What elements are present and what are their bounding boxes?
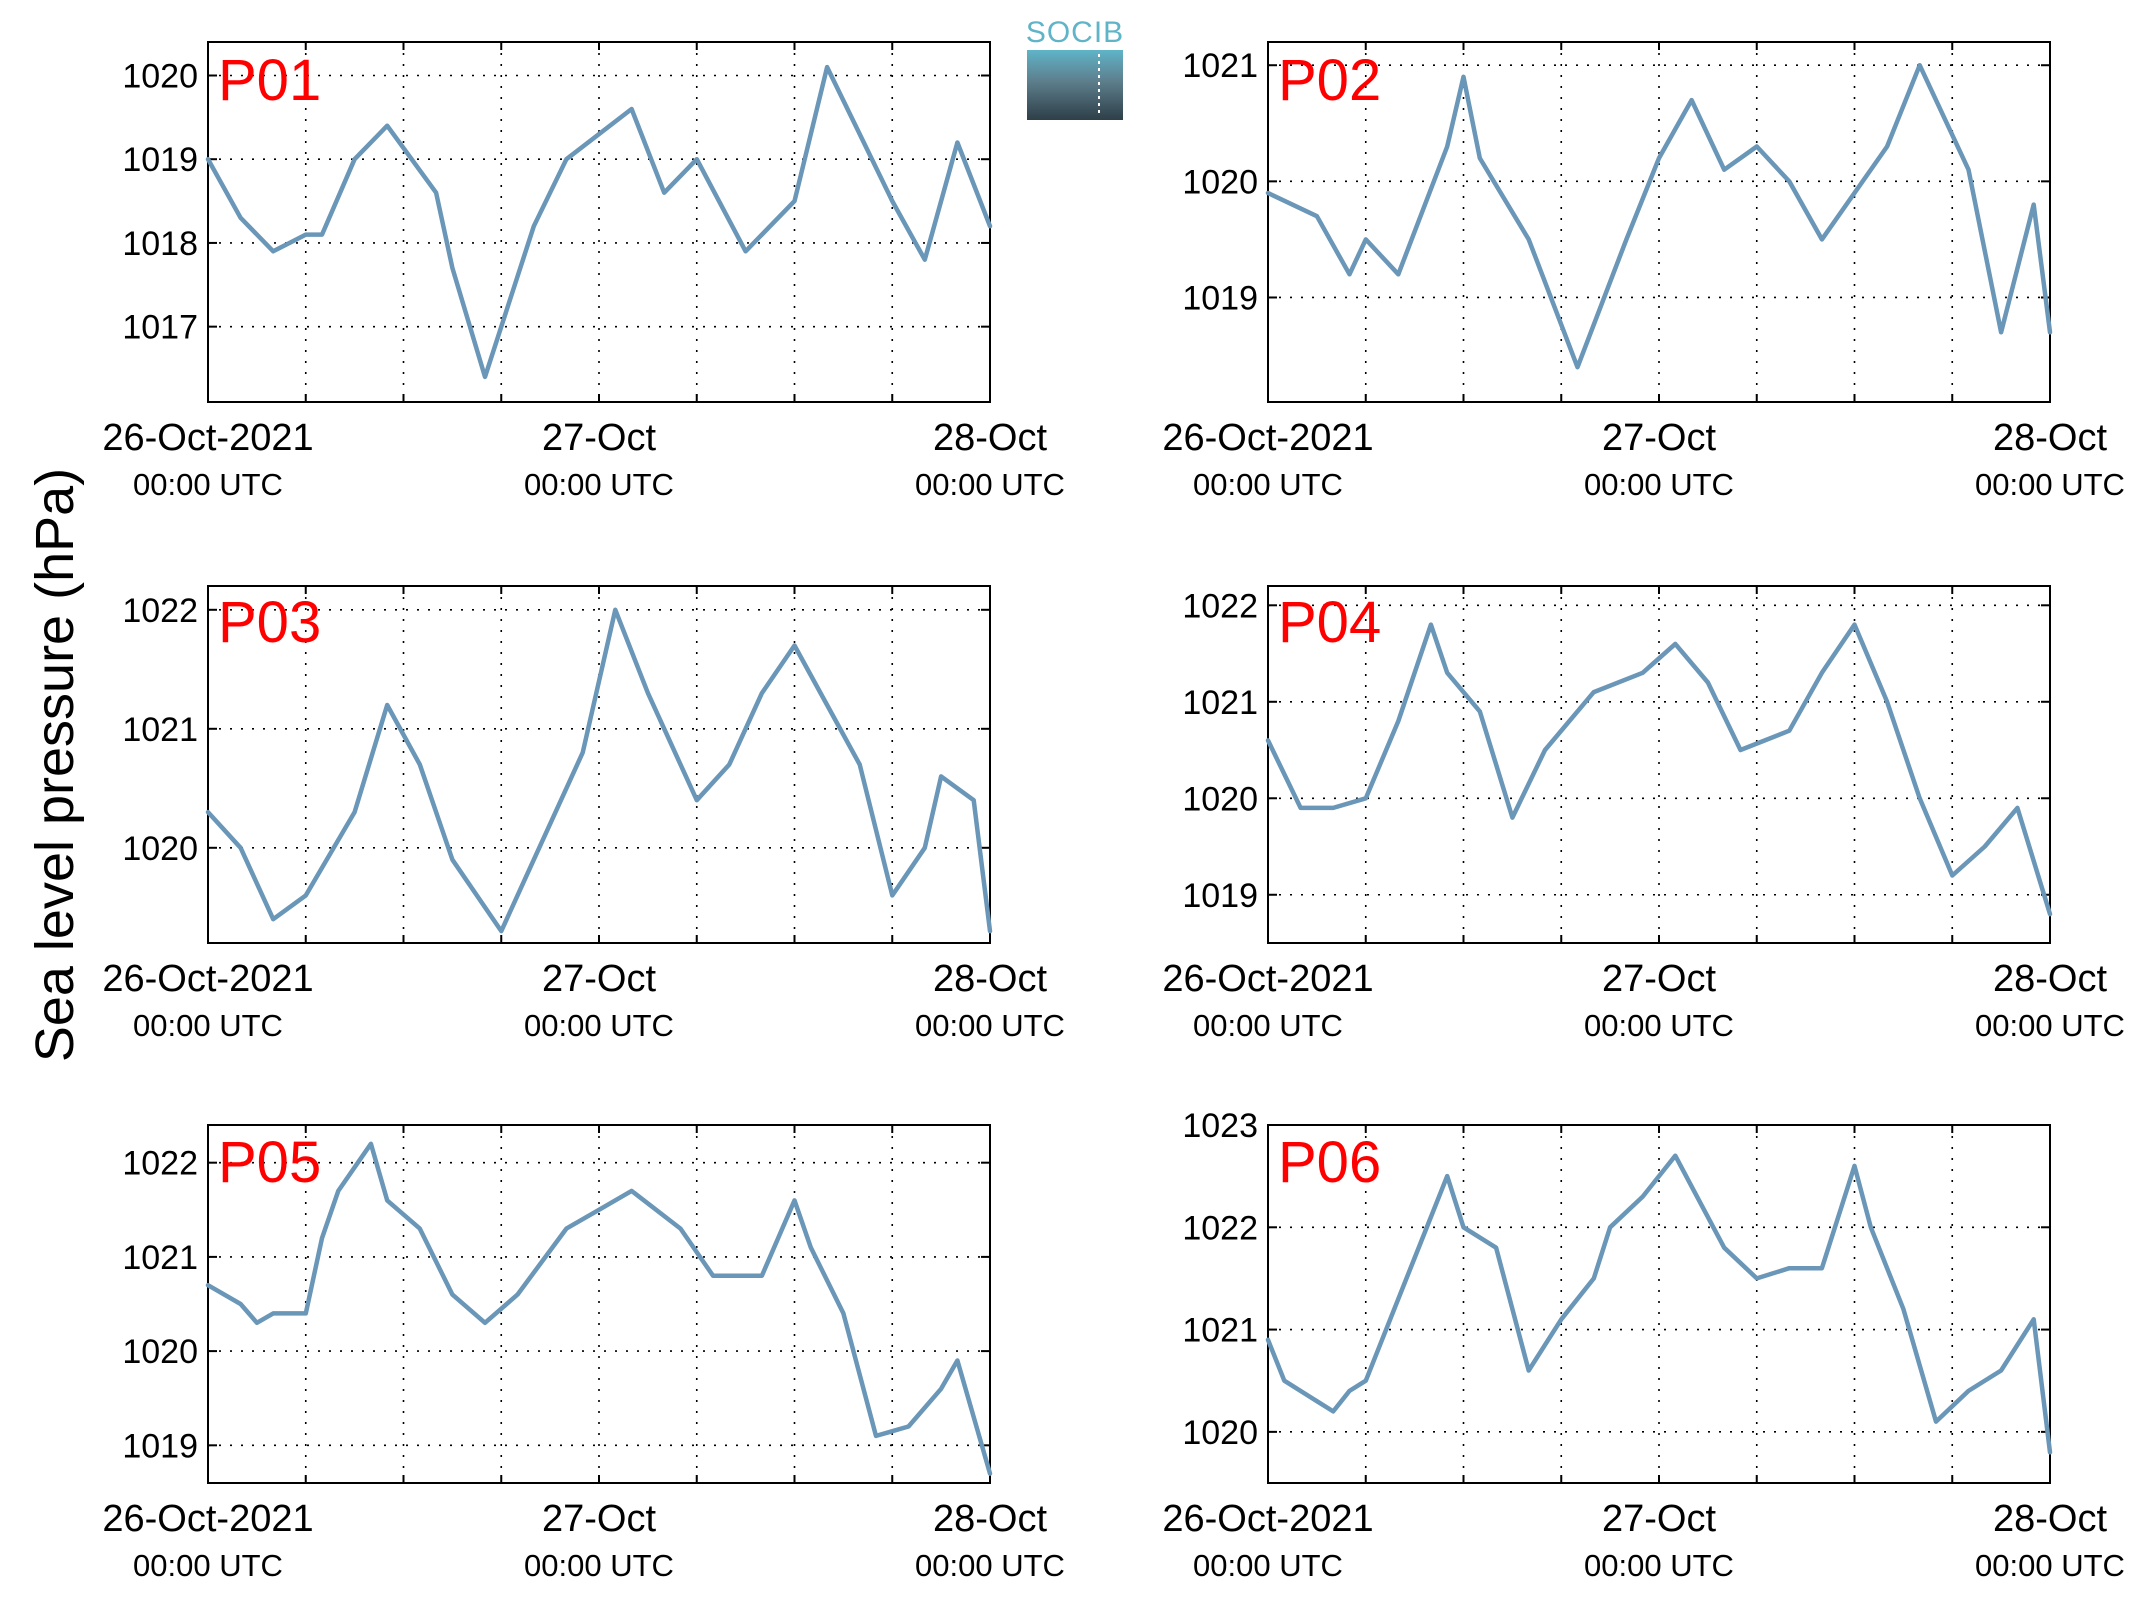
y-tick-label: 1021 <box>122 711 198 749</box>
panel-label-p01: P01 <box>218 48 322 113</box>
y-tick-label: 1020 <box>1182 1414 1258 1452</box>
x-tick-label-time: 00:00 UTC <box>133 467 283 502</box>
panel-label-p06: P06 <box>1278 1130 1382 1195</box>
y-tick-label: 1021 <box>1182 47 1258 85</box>
x-tick-label-date: 26-Oct-2021 <box>1162 958 1373 1000</box>
chart-panel-p02: 1019 1020 1021 26-Oct-2021 00:00 UTC 27-Oct 00… <box>1162 41 2125 502</box>
x-tick-label-date: 28-Oct <box>933 417 1047 459</box>
y-tick-label: 1020 <box>1182 163 1258 201</box>
x-tick-label-time: 00:00 UTC <box>1193 467 1343 502</box>
y-tick-label: 1022 <box>1182 1209 1258 1247</box>
pressure-series-line-p06 <box>1265 1153 2053 1455</box>
chart-panel-p04: 1019 1020 1021 1022 26-Oct-2021 00:00 UTC 27-O… <box>1162 585 2125 1043</box>
x-tick-label-date: 27-Oct <box>542 958 656 1000</box>
y-tick-label: 1022 <box>122 1145 198 1183</box>
x-tick-label-time: 00:00 UTC <box>915 467 1065 502</box>
pressure-series-line-p05 <box>205 1141 993 1476</box>
y-tick-label: 1021 <box>1182 1312 1258 1350</box>
x-tick-label-date: 28-Oct <box>1993 417 2107 459</box>
x-tick-label-time: 00:00 UTC <box>1584 467 1734 502</box>
y-tick-label: 1022 <box>122 592 198 630</box>
y-tick-label: 1021 <box>1182 684 1258 722</box>
x-tick-label-time: 00:00 UTC <box>915 1008 1065 1043</box>
x-tick-label-time: 00:00 UTC <box>1975 1008 2125 1043</box>
x-tick-label-date: 27-Oct <box>542 417 656 459</box>
logo-block <box>1027 50 1123 120</box>
x-tick-label-time: 00:00 UTC <box>1975 1548 2125 1583</box>
x-tick-label-time: 00:00 UTC <box>1584 1548 1734 1583</box>
socib-logo: SOCIB <box>1024 18 1126 120</box>
chart-panel-p03: 1020 1021 1022 26-Oct-2021 00:00 UTC 27-Oct 00… <box>102 585 1065 1043</box>
x-tick-label-time: 00:00 UTC <box>133 1548 283 1583</box>
x-tick-label-date: 28-Oct <box>933 1498 1047 1540</box>
y-tick-label: 1020 <box>122 57 198 95</box>
axes-frame <box>1267 585 2051 944</box>
panel-label-p02: P02 <box>1278 48 1382 113</box>
y-tick-label: 1023 <box>1182 1107 1258 1145</box>
x-tick-label-date: 27-Oct <box>542 1498 656 1540</box>
logo-text: SOCIB <box>1025 16 1125 49</box>
y-tick-label: 1020 <box>1182 780 1258 818</box>
chart-panel-p06: 1020 1021 1022 1023 26-Oct-2021 00:00 UTC 27-O… <box>1162 1107 2125 1583</box>
panel-label-p04: P04 <box>1278 590 1382 655</box>
x-tick-label-time: 00:00 UTC <box>1584 1008 1734 1043</box>
x-tick-label-time: 00:00 UTC <box>524 467 674 502</box>
x-tick-label-date: 27-Oct <box>1602 1498 1716 1540</box>
y-axis-label: Sea level pressure (hPa) <box>25 467 85 1063</box>
pressure-series-line-p01 <box>205 64 993 380</box>
panel-label-p03: P03 <box>218 590 322 655</box>
x-tick-label-time: 00:00 UTC <box>915 1548 1065 1583</box>
x-tick-label-date: 27-Oct <box>1602 417 1716 459</box>
x-tick-label-time: 00:00 UTC <box>524 1548 674 1583</box>
pressure-series-line-p04 <box>1265 622 2053 917</box>
y-tick-label: 1019 <box>1182 877 1258 915</box>
x-tick-label-date: 26-Oct-2021 <box>102 958 313 1000</box>
x-tick-label-time: 00:00 UTC <box>524 1008 674 1043</box>
y-tick-label: 1020 <box>122 830 198 868</box>
y-tick-label: 1021 <box>122 1239 198 1277</box>
panel-label-p05: P05 <box>218 1130 322 1195</box>
chart-panel-p05: 1019 1020 1021 1022 26-Oct-2021 00:00 UTC 27-O… <box>102 1124 1065 1583</box>
x-tick-label-date: 28-Oct <box>1993 958 2107 1000</box>
x-tick-label-time: 00:00 UTC <box>1193 1008 1343 1043</box>
x-tick-label-time: 00:00 UTC <box>133 1008 283 1043</box>
y-tick-label: 1019 <box>122 1427 198 1465</box>
x-tick-label-date: 28-Oct <box>1993 1498 2107 1540</box>
x-tick-label-time: 00:00 UTC <box>1193 1548 1343 1583</box>
y-tick-label: 1018 <box>122 225 198 263</box>
y-tick-label: 1019 <box>122 141 198 179</box>
x-tick-label-time: 00:00 UTC <box>1975 467 2125 502</box>
x-tick-label-date: 26-Oct-2021 <box>102 1498 313 1540</box>
y-tick-label: 1022 <box>1182 587 1258 625</box>
pressure-series-line-p02 <box>1265 62 2053 370</box>
x-tick-label-date: 28-Oct <box>933 958 1047 1000</box>
chart-panel-p01: 1017 1018 1019 1020 26-Oct-2021 00:00 UTC 27-O… <box>102 41 1065 502</box>
y-tick-label: 1019 <box>1182 279 1258 317</box>
x-tick-label-date: 26-Oct-2021 <box>102 417 313 459</box>
pressure-series-line-p03 <box>205 607 993 934</box>
y-tick-label: 1020 <box>122 1333 198 1371</box>
y-tick-label: 1017 <box>122 309 198 347</box>
x-tick-label-date: 27-Oct <box>1602 958 1716 1000</box>
x-tick-label-date: 26-Oct-2021 <box>1162 1498 1373 1540</box>
axes-frame <box>207 585 991 944</box>
x-tick-label-date: 26-Oct-2021 <box>1162 417 1373 459</box>
